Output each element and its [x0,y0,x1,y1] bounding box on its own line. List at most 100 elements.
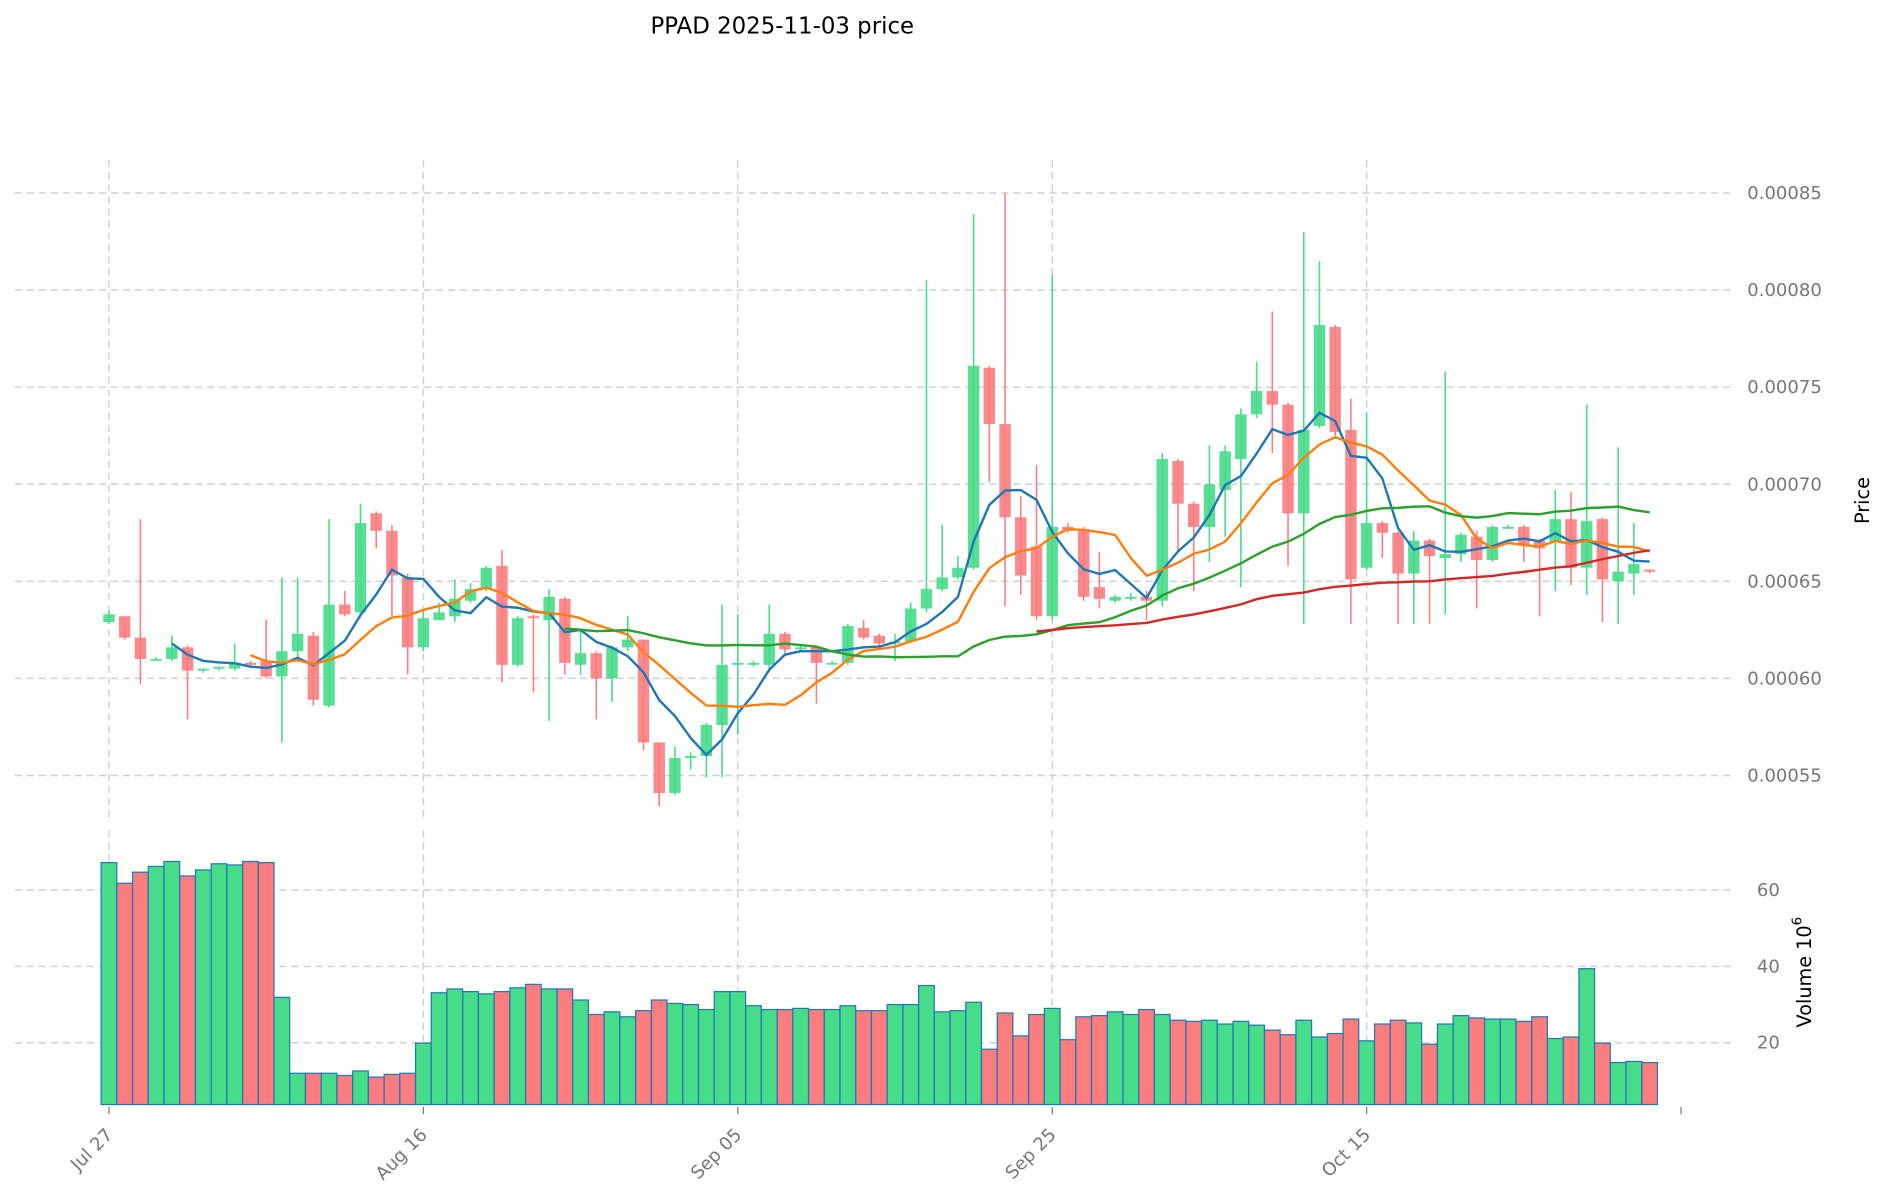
candle-down [983,367,996,425]
moving-average-lines [171,411,1650,757]
ma-60-line [1036,549,1650,633]
volume-bar [1515,1020,1533,1106]
volume-bar [619,1016,637,1106]
volume-bar [1578,968,1596,1106]
candle-up [763,633,775,665]
candle-down [1345,429,1357,580]
volume-bar [1531,1016,1548,1106]
candle-down [1392,532,1404,574]
candle-up [1109,596,1121,601]
candle-down [1329,326,1341,432]
x-tick-label: Sep 25 [1001,1125,1060,1184]
volume-bar [147,865,165,1106]
candle-up [166,647,178,659]
volume-bar [1122,1013,1140,1106]
volume-bar [1232,1020,1250,1106]
candle-up [1612,571,1624,582]
ma-30-line [564,505,1650,659]
volume-bars [100,860,1659,1106]
candle-down [370,513,382,531]
candle-up [354,523,367,613]
volume-bar [1169,1019,1187,1106]
candle-down [401,577,414,648]
volume-bar [996,1012,1014,1106]
volume-bar [1201,1019,1218,1106]
x-tick-label: Aug 16 [372,1125,432,1185]
volume-bar [918,984,935,1106]
volume-bar [1311,1036,1328,1106]
volume-bar [540,988,558,1106]
candle-up [747,662,760,665]
candle-up [606,647,618,679]
volume-bar [1436,1023,1454,1106]
candle-up [669,757,681,793]
candle-down [527,616,540,619]
candle-up [449,598,461,617]
volume-bar [273,996,291,1106]
volume-bar [760,1008,778,1106]
candle-up [1156,459,1168,601]
candle-up [197,668,209,671]
x-tick-label: Jul 27 [66,1125,117,1176]
candle-down [244,662,257,665]
candle-down [779,633,791,650]
volume-bar [1075,1016,1093,1106]
candle-up [1549,519,1562,543]
volume-bar [116,882,134,1106]
volume-bar [462,991,479,1106]
volume-bar [289,1072,307,1106]
volume-bar [603,1011,621,1106]
candle-down [118,616,131,638]
candle-down [1172,460,1184,504]
volume-bar [635,1010,652,1106]
candle-down [1376,523,1389,533]
candle-down [1093,587,1106,599]
volume-bar [1185,1020,1203,1106]
candle-down [1282,404,1294,514]
candle-down [1423,540,1436,557]
volume-bar [1043,1007,1061,1106]
volume-bar [980,1048,998,1106]
volume-bar [1295,1019,1313,1106]
volume-bar [1216,1023,1234,1106]
x-tick-label: Oct 15 [1318,1125,1375,1182]
volume-bar [870,1010,888,1106]
volume-bar [1279,1034,1297,1106]
volume-bar [1421,1043,1438,1106]
volume-bar [572,999,590,1106]
candle-down [134,637,147,659]
volume-bar [855,1010,872,1106]
candle-down [637,639,650,743]
candle-down [653,742,665,793]
volume-bar [525,983,542,1106]
volume-bar [1483,1018,1501,1106]
volume-bar [965,1001,983,1106]
candle-up [1235,414,1247,460]
volume-bar [1405,1022,1423,1106]
volume-bar [226,864,244,1106]
candle-up [700,724,713,757]
candle-up [511,618,524,665]
volume-bar [194,869,212,1106]
volume-axis-label: Volume106 [1790,917,1816,1028]
volume-exponent: 6 [1790,917,1805,925]
candle-up [952,567,964,578]
candle-down [590,653,603,679]
volume-bar [430,992,448,1106]
candle-up [1408,540,1420,574]
volume-tick-label: 20 [1757,1033,1780,1054]
candle-up [1298,429,1310,514]
volume-bar [163,860,181,1106]
candle-up [103,614,115,623]
candle-down [1266,391,1279,405]
candle-down [1533,540,1546,549]
volume-bar [320,1072,338,1106]
candle-up [1439,554,1451,559]
volume-bar [713,991,731,1106]
candle-up [684,756,697,758]
candle-down [1518,526,1530,545]
volume-bar [807,1008,825,1106]
candle-up [622,639,634,648]
volume-bar [399,1072,417,1106]
candle-down [1596,519,1609,580]
